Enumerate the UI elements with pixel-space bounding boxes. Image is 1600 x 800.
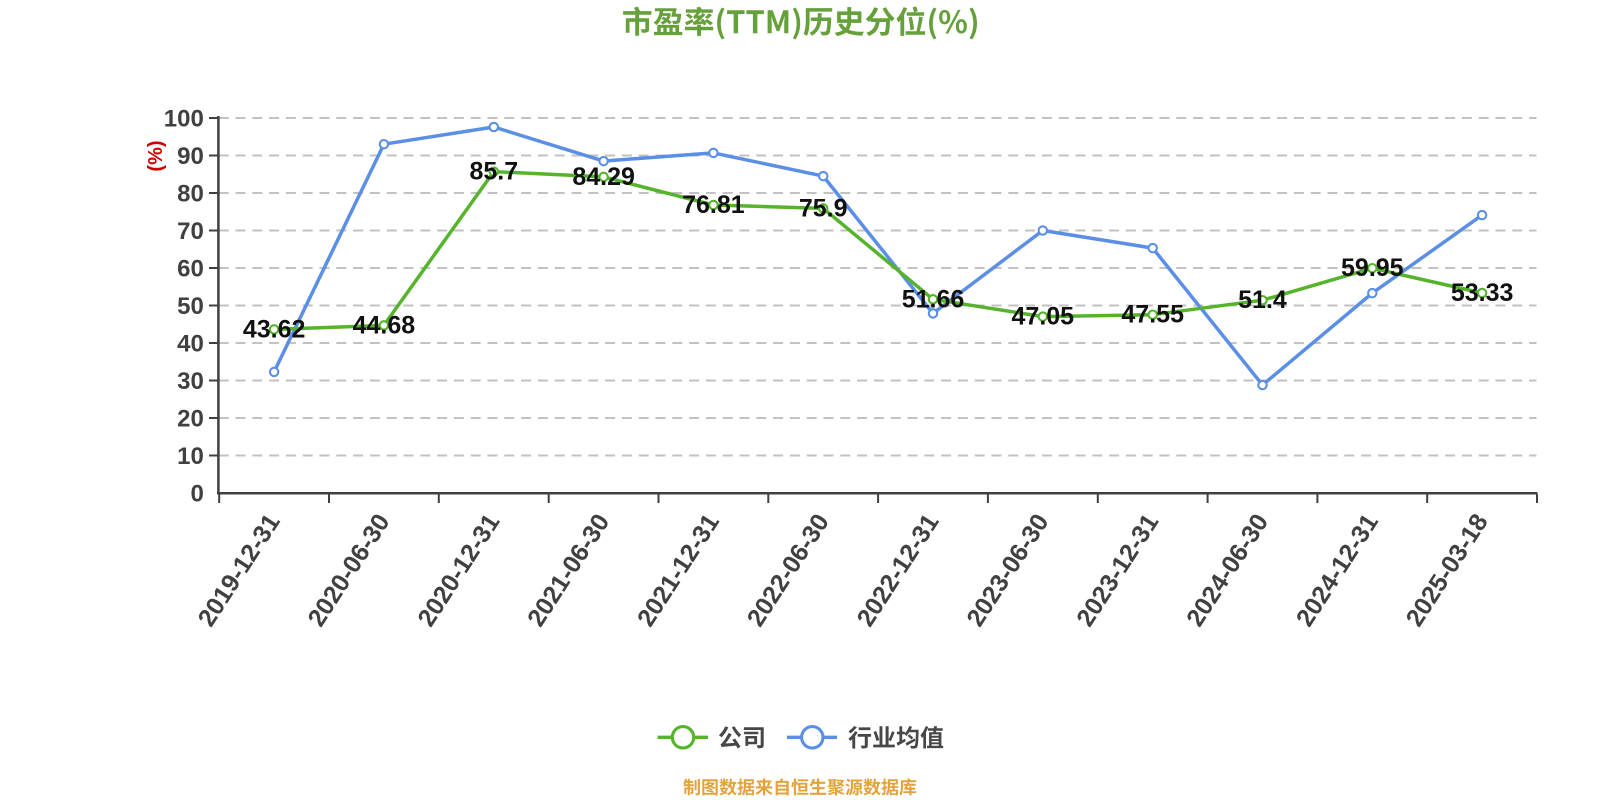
svg-text:47.55: 47.55 (1121, 301, 1184, 329)
svg-text:43.62: 43.62 (243, 315, 306, 343)
svg-text:20: 20 (177, 406, 204, 433)
svg-text:59.95: 59.95 (1341, 254, 1404, 282)
svg-text:51.4: 51.4 (1238, 286, 1287, 314)
svg-text:2025-03-18: 2025-03-18 (1401, 509, 1494, 632)
svg-text:100: 100 (164, 106, 204, 133)
svg-text:85.7: 85.7 (469, 158, 518, 186)
svg-text:30: 30 (177, 368, 204, 395)
svg-text:75.9: 75.9 (799, 194, 848, 222)
svg-text:10: 10 (177, 443, 204, 470)
svg-text:(%): (%) (145, 140, 167, 171)
svg-text:44.68: 44.68 (353, 311, 416, 339)
svg-text:50: 50 (177, 293, 204, 320)
svg-text:2021-12-31: 2021-12-31 (632, 509, 725, 632)
svg-text:47.05: 47.05 (1012, 303, 1075, 331)
svg-text:53.33: 53.33 (1451, 279, 1514, 307)
svg-text:2023-06-30: 2023-06-30 (961, 509, 1054, 632)
svg-text:2020-06-30: 2020-06-30 (302, 509, 395, 632)
svg-text:60: 60 (177, 256, 204, 283)
svg-text:2022-06-30: 2022-06-30 (742, 509, 835, 632)
svg-text:2020-12-31: 2020-12-31 (412, 509, 505, 632)
svg-text:2022-12-31: 2022-12-31 (851, 509, 944, 632)
svg-text:90: 90 (177, 143, 204, 170)
svg-text:2024-06-30: 2024-06-30 (1181, 509, 1274, 632)
svg-text:2019-12-31: 2019-12-31 (193, 509, 286, 632)
svg-text:0: 0 (190, 481, 203, 508)
svg-text:2023-12-31: 2023-12-31 (1071, 509, 1164, 632)
svg-text:80: 80 (177, 181, 204, 208)
svg-text:2021-06-30: 2021-06-30 (522, 509, 615, 632)
svg-text:2024-12-31: 2024-12-31 (1291, 509, 1384, 632)
svg-text:51.66: 51.66 (902, 285, 965, 313)
svg-text:40: 40 (177, 331, 204, 358)
svg-text:84.29: 84.29 (572, 163, 635, 191)
svg-text:76.81: 76.81 (682, 191, 745, 219)
svg-text:70: 70 (177, 218, 204, 245)
